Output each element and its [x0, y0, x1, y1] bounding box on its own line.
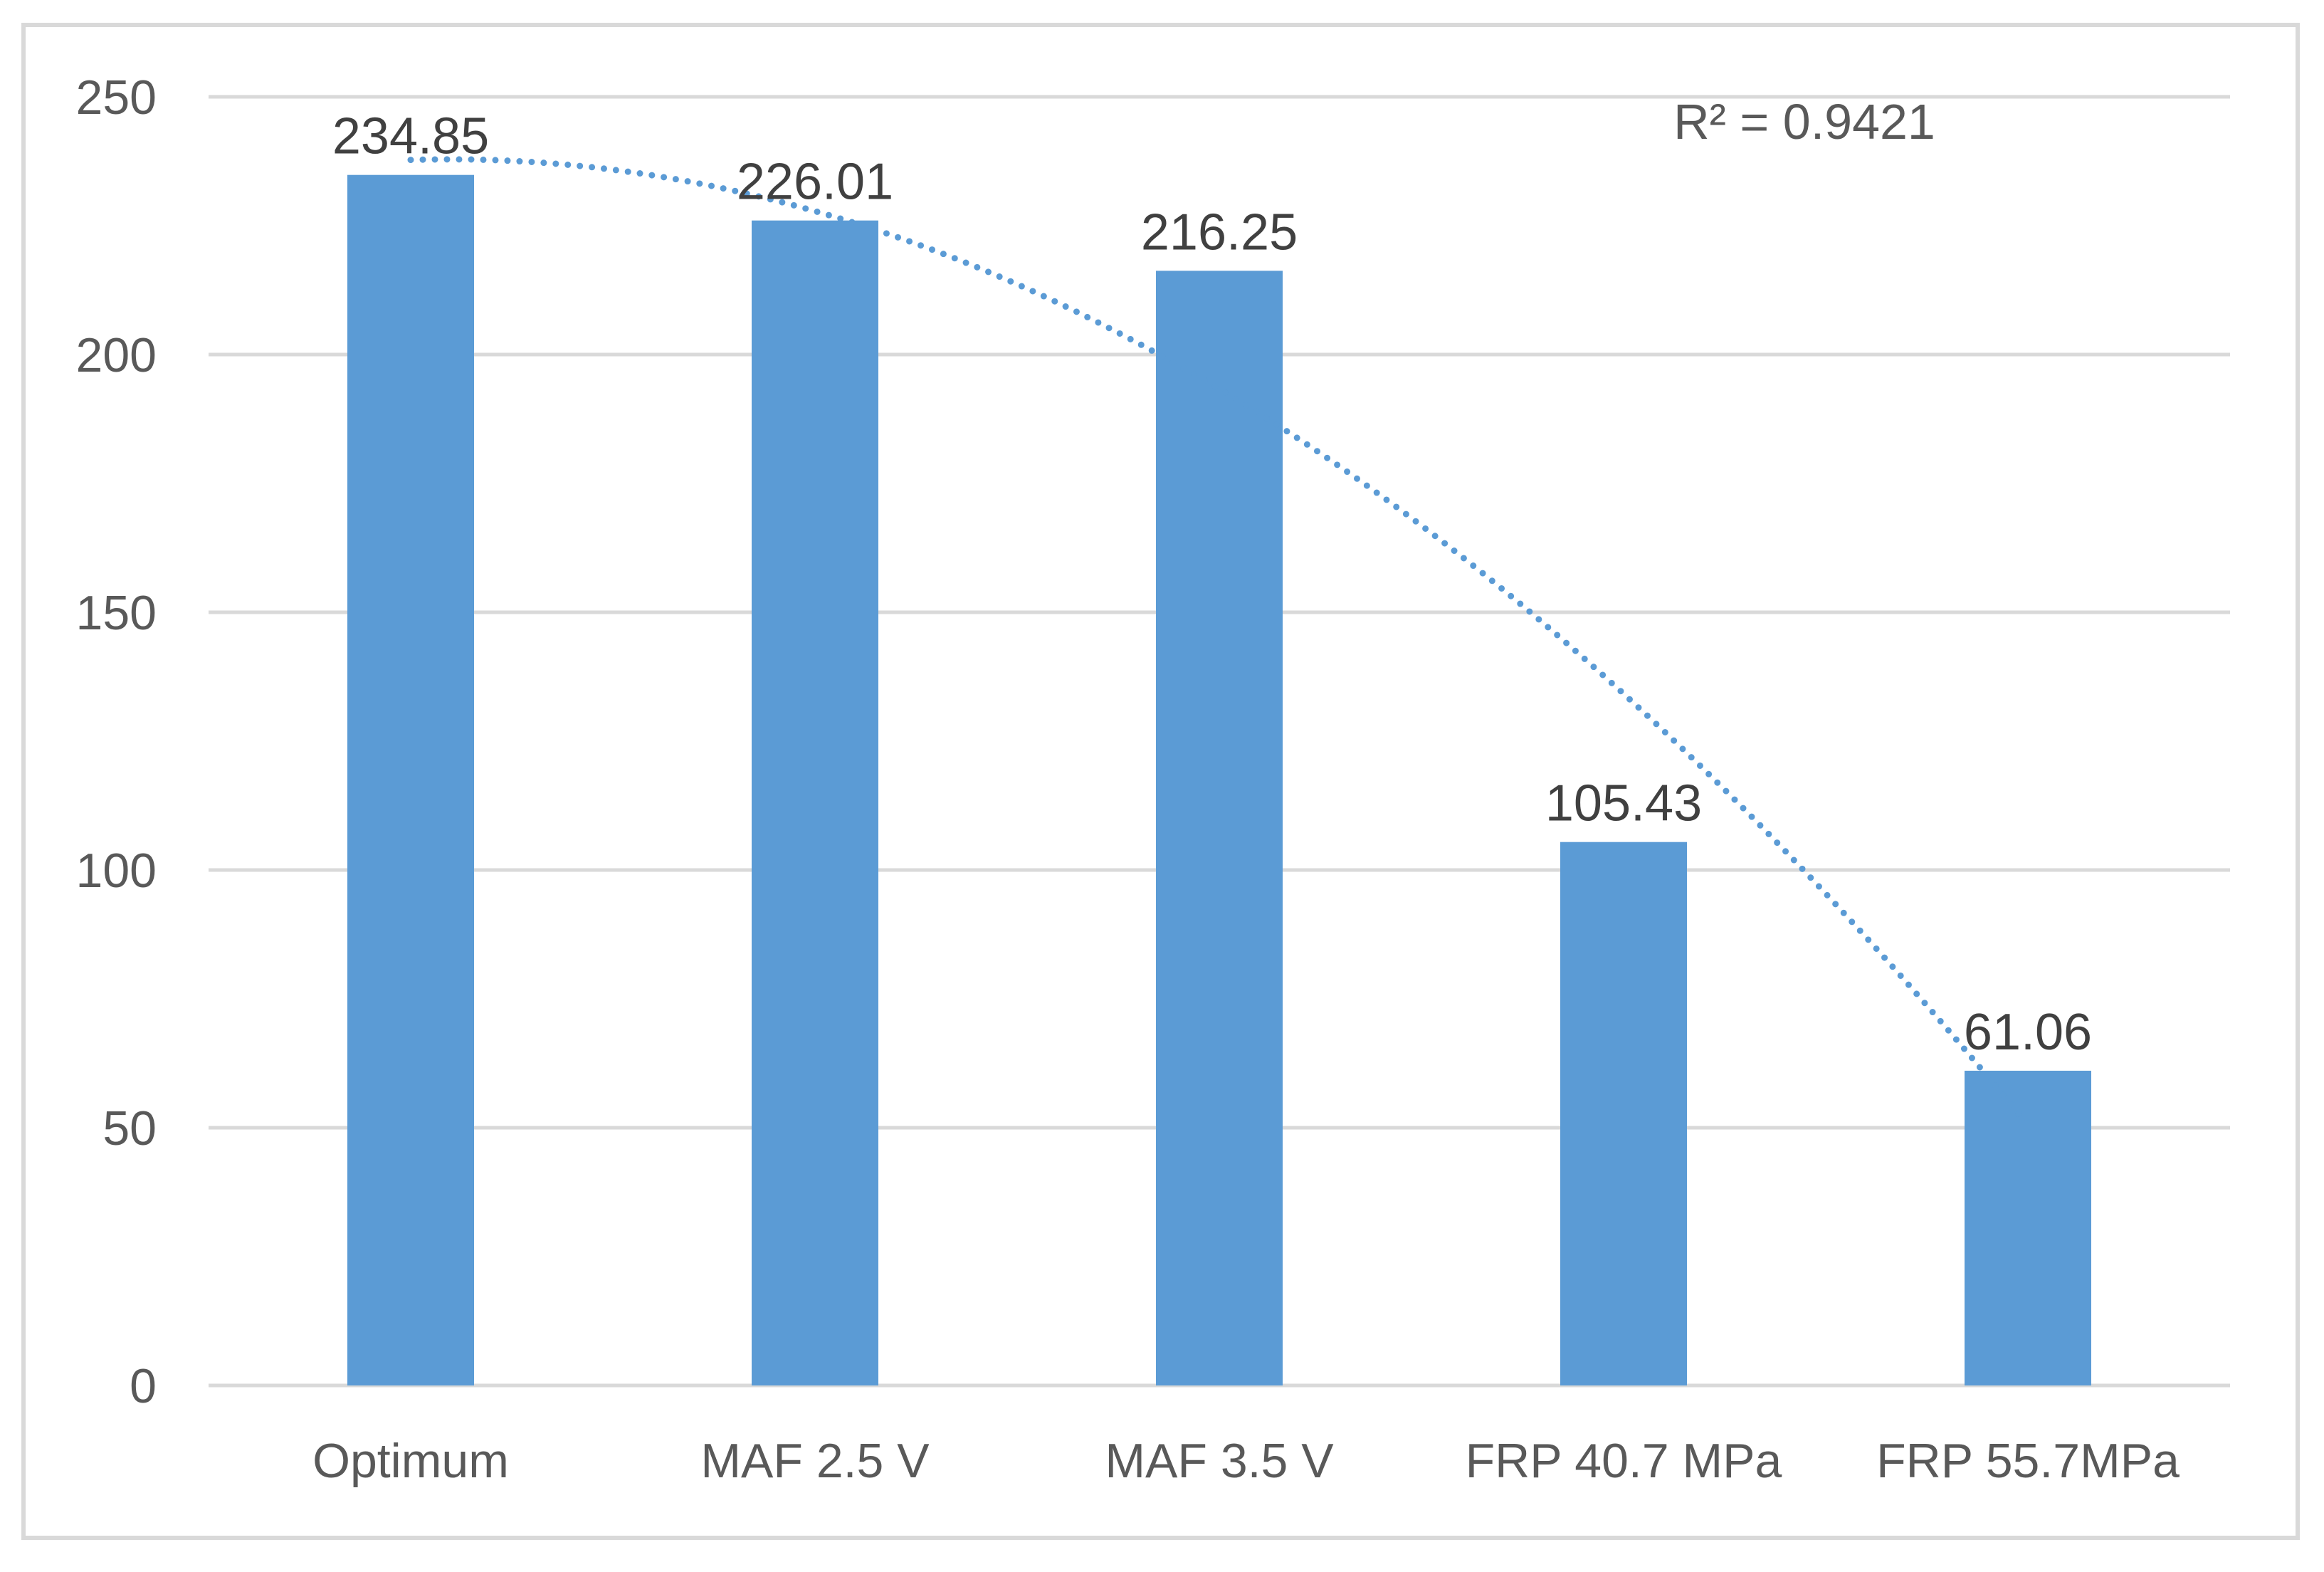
- x-tick-label: MAF 3.5 V: [1105, 1434, 1334, 1488]
- data-labels: 234.85 226.01 216.25 105.43 61.06: [332, 108, 2092, 1061]
- bar: [1560, 842, 1687, 1385]
- x-tick-label: Optimum: [312, 1434, 509, 1488]
- x-tick-label: FRP 55.7MPa: [1876, 1434, 2180, 1488]
- y-tick-label: 100: [76, 844, 157, 898]
- x-tick-label: FRP 40.7 MPa: [1466, 1434, 1782, 1488]
- bar: [347, 174, 474, 1385]
- trendline: [407, 156, 2031, 1128]
- data-label: 216.25: [1141, 204, 1298, 261]
- data-label: 105.43: [1545, 775, 1702, 832]
- y-axis-tick-labels: 0 50 100 150 200 250: [76, 70, 157, 1413]
- bar: [1156, 271, 1283, 1386]
- data-label: 234.85: [332, 108, 489, 165]
- y-tick-label: 150: [76, 586, 157, 640]
- bar: [1965, 1070, 2091, 1385]
- y-tick-label: 200: [76, 328, 157, 382]
- x-axis-tick-labels: Optimum MAF 2.5 V MAF 3.5 V FRP 40.7 MPa FRP…: [312, 1434, 2180, 1488]
- y-tick-label: 50: [102, 1101, 157, 1156]
- trendline-group: [407, 156, 2031, 1128]
- bars: [347, 174, 2091, 1386]
- y-tick-label: 0: [130, 1359, 157, 1413]
- y-tick-label: 250: [76, 70, 157, 125]
- x-tick-label: MAF 2.5 V: [700, 1434, 930, 1488]
- data-label: 61.06: [1964, 1004, 2092, 1061]
- r-squared-label: R² = 0.9421: [1673, 94, 1935, 150]
- data-label: 226.01: [737, 154, 893, 211]
- bar: [752, 220, 878, 1385]
